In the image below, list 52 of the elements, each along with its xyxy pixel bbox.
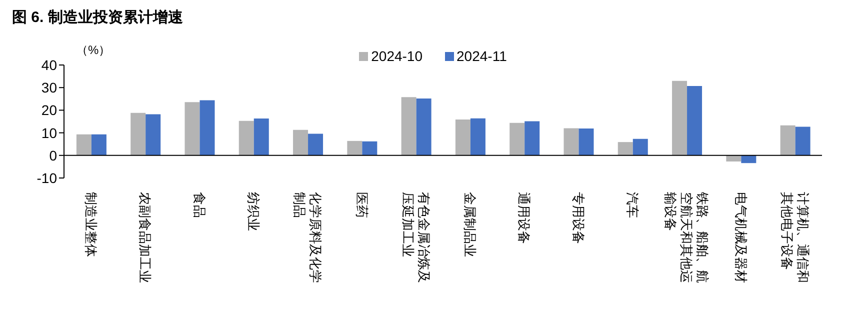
- bar: [416, 98, 432, 156]
- bar: [401, 97, 416, 156]
- y-tick-label: 10: [41, 124, 58, 141]
- bar: [726, 155, 742, 162]
- x-tick-label: 制造业整体: [84, 192, 99, 257]
- bar: [254, 118, 269, 156]
- x-tick-label: 农副食品加工业: [138, 192, 153, 283]
- y-tick-label: 20: [41, 102, 58, 118]
- x-tick-label: 医药: [354, 192, 370, 218]
- x-tick-label: 汽车: [625, 192, 640, 218]
- bar: [687, 86, 702, 156]
- x-tick-label: 通用设备: [516, 192, 532, 244]
- bar: [564, 128, 579, 156]
- bar: [632, 138, 648, 156]
- bar: [362, 141, 378, 156]
- bar: [308, 134, 324, 156]
- bar: [795, 126, 810, 156]
- bar: [184, 102, 200, 156]
- bar: [672, 80, 688, 156]
- bar: [510, 122, 525, 156]
- chart-title: 图 6. 制造业投资累计增速: [12, 8, 183, 27]
- y-axis-title: （%）: [76, 42, 111, 59]
- x-tick-label: 食品: [192, 192, 207, 218]
- bar: [293, 130, 308, 156]
- x-tick-label: 金属制品业: [462, 192, 478, 257]
- bar: [238, 120, 254, 156]
- y-tick-label: 30: [41, 80, 58, 96]
- legend-label: 2024-11: [456, 48, 507, 64]
- bar: [91, 134, 106, 156]
- bar: [130, 112, 146, 156]
- x-tick-label: 化学原料及化学制品: [292, 192, 324, 283]
- x-tick-label: 纺织业: [246, 192, 261, 231]
- y-tick-label: -10: [36, 170, 58, 186]
- bar: [780, 125, 796, 156]
- x-tick-label: 铁路、船舶、航空航天和其他运输设备: [663, 191, 710, 283]
- y-tick-label: 40: [41, 56, 58, 73]
- bar: [146, 114, 161, 156]
- y-tick-label: 0: [49, 147, 58, 164]
- bar: [455, 119, 470, 156]
- bar: [200, 100, 215, 156]
- x-tick-label: 计算机、通信和其他电子设备: [779, 192, 810, 283]
- bar: [347, 140, 362, 156]
- x-tick-label: 电气机械及器材: [733, 192, 748, 283]
- x-tick-label: 有色金属冶炼及压延加工业: [400, 192, 432, 283]
- bar: [578, 128, 594, 156]
- x-tick-label: 专用设备: [570, 192, 586, 244]
- bar: [470, 118, 486, 156]
- bar: [76, 134, 92, 156]
- bar: [741, 155, 756, 164]
- legend-label: 2024-10: [370, 48, 423, 64]
- bar: [618, 142, 633, 156]
- bar: [524, 121, 540, 156]
